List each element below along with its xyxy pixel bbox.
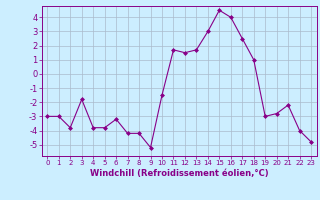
X-axis label: Windchill (Refroidissement éolien,°C): Windchill (Refroidissement éolien,°C) <box>90 169 268 178</box>
